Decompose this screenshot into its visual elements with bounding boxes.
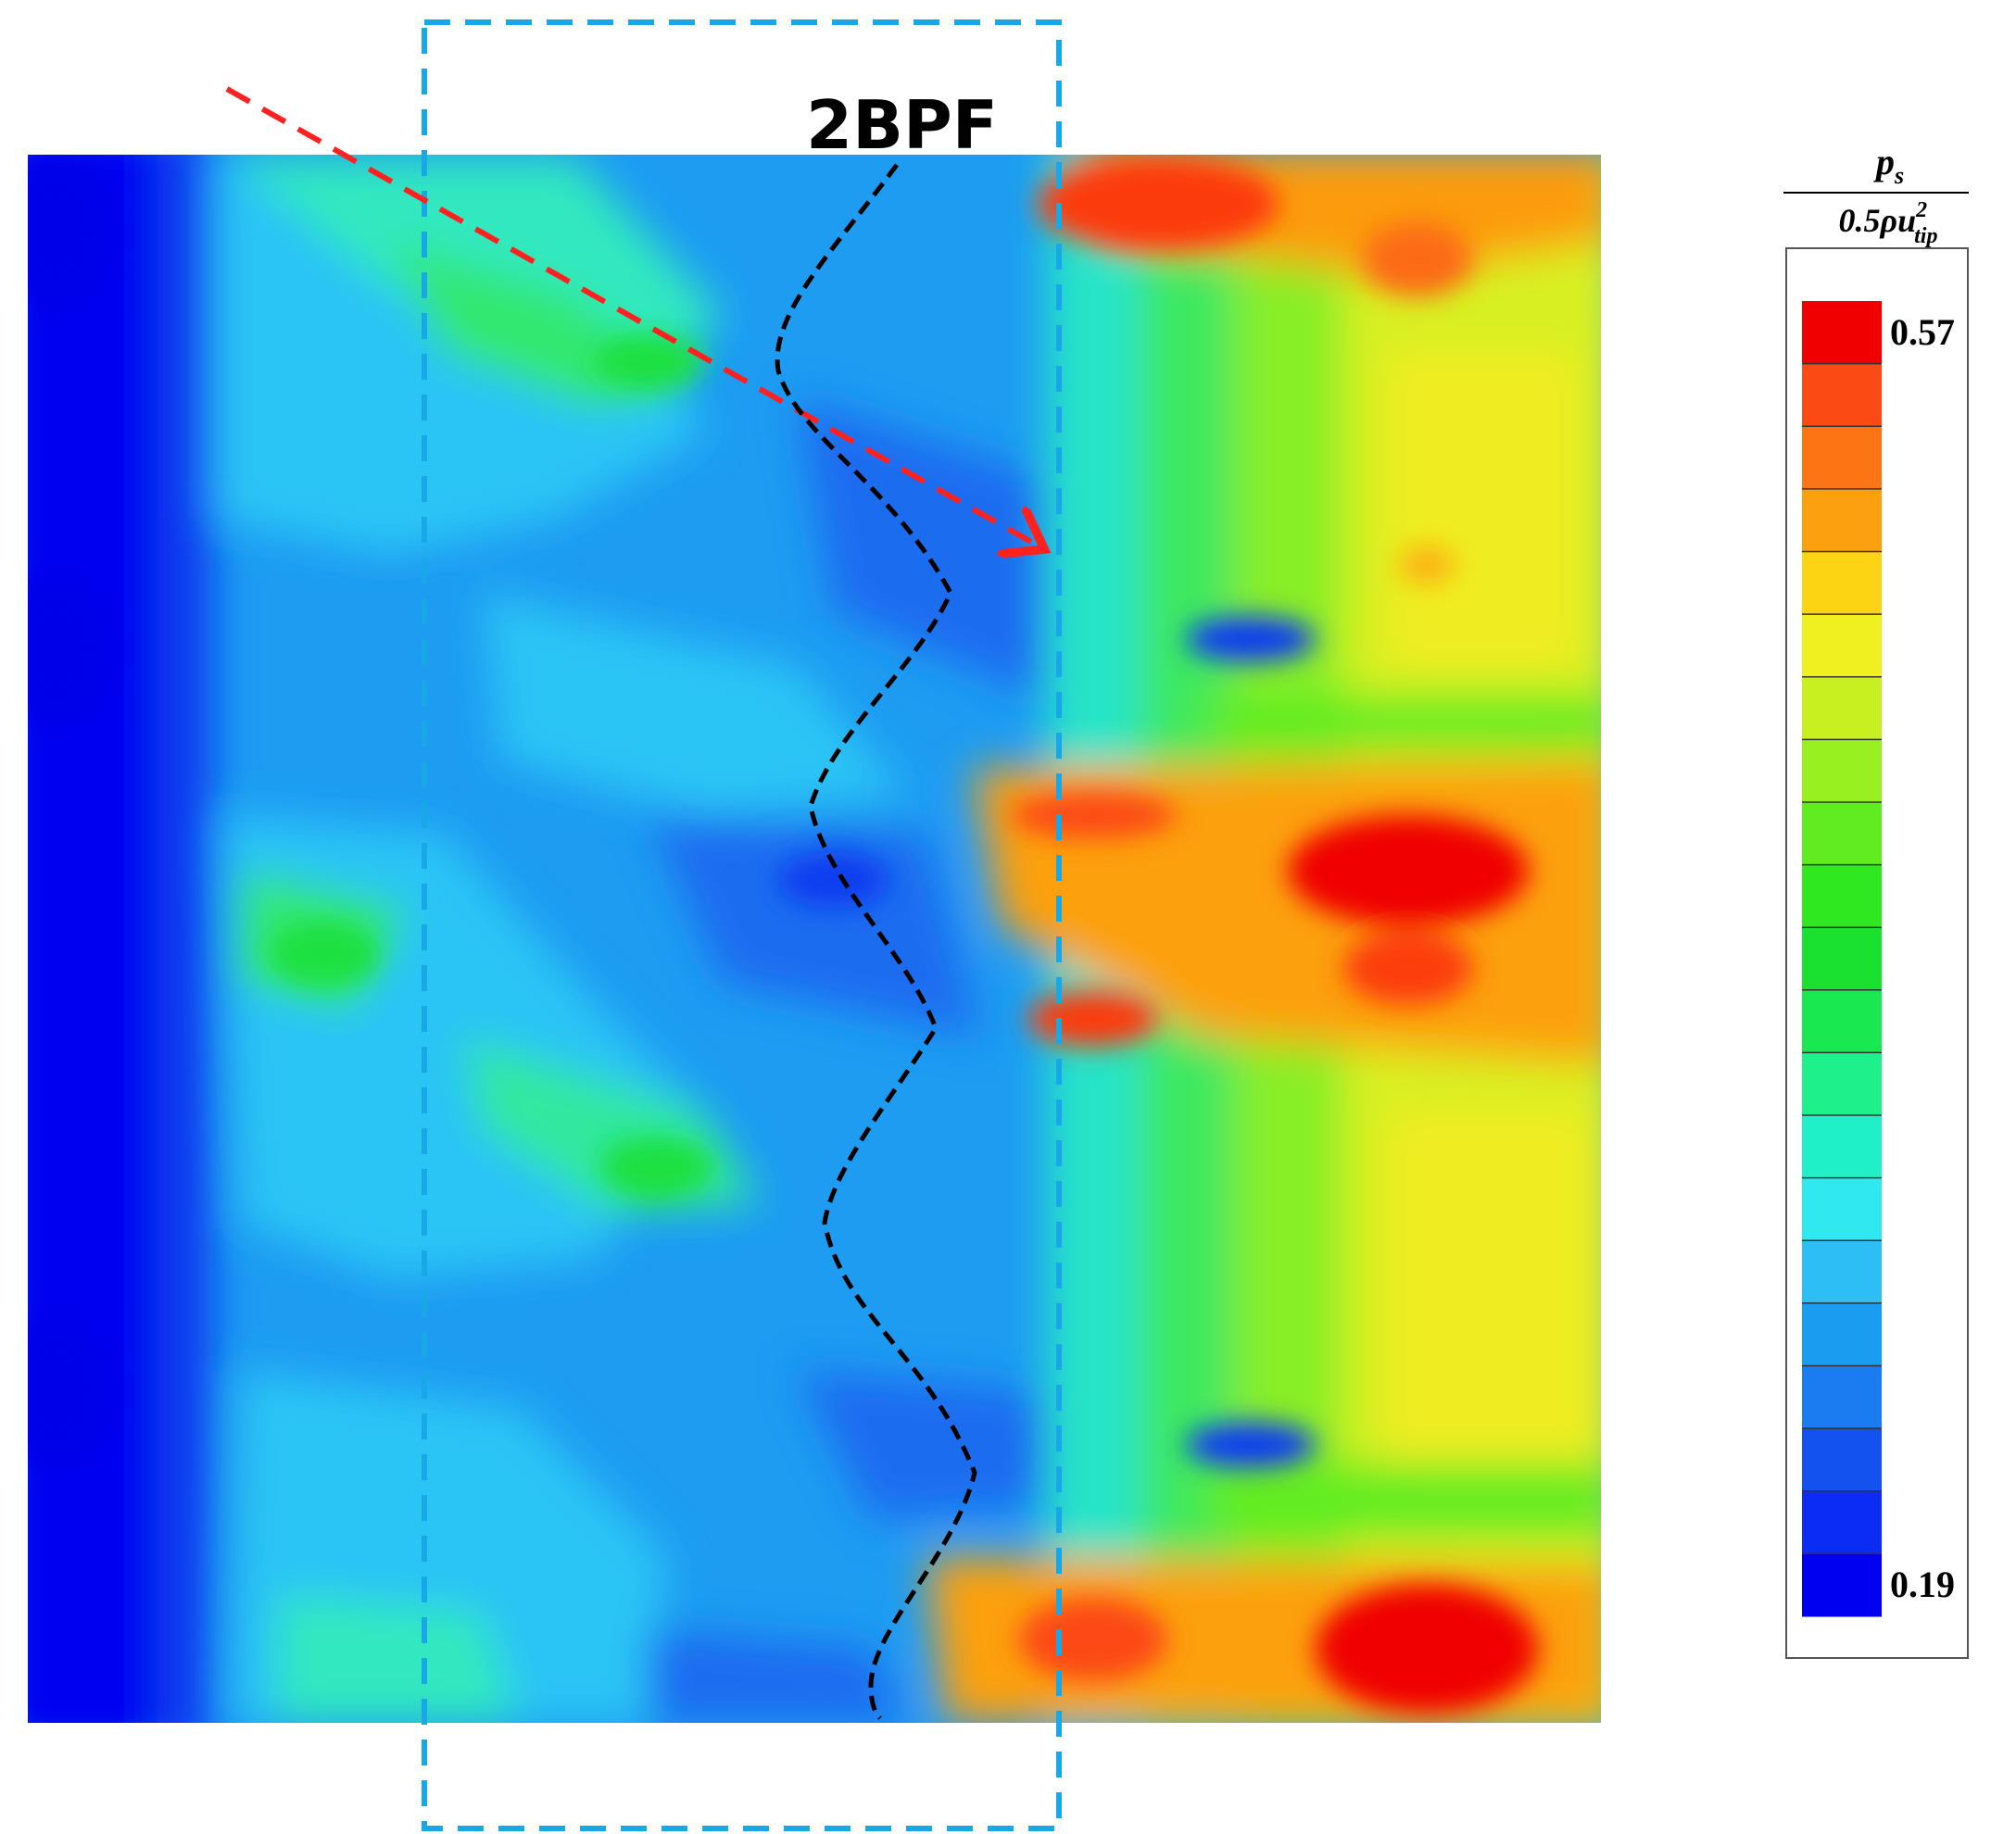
contour-field xyxy=(28,155,1601,1723)
colorbar-swatch xyxy=(1802,551,1882,615)
dashed-region-box xyxy=(422,19,1062,1831)
colorbar-swatch xyxy=(1802,1115,1882,1179)
colorbar-swatch xyxy=(1802,927,1882,991)
colorbar-swatch xyxy=(1802,1052,1882,1116)
colorbar-swatch xyxy=(1802,801,1882,866)
colorbar-swatch xyxy=(1802,1240,1882,1304)
propagation-arrow xyxy=(225,86,1040,546)
colorbar-swatch xyxy=(1802,1302,1882,1367)
colorbar-title-denominator: 0.5ρu2 tip xyxy=(1839,198,1938,248)
colorbar-swatches xyxy=(1802,301,1882,1617)
colorbar-swatch xyxy=(1802,1428,1882,1492)
colorbar-max-label: 0.57 xyxy=(1890,311,1955,353)
colorbar-swatch xyxy=(1802,989,1882,1053)
colorbar-swatch xyxy=(1802,739,1882,803)
colorbar-swatch xyxy=(1802,1365,1882,1429)
colorbar-swatch xyxy=(1802,676,1882,740)
colorbar-swatch xyxy=(1802,426,1882,490)
annotation-2bpf: 2BPF xyxy=(806,86,998,164)
colorbar-swatch xyxy=(1802,488,1882,552)
2bpf-trace xyxy=(775,163,977,1720)
colorbar-swatch xyxy=(1802,363,1882,427)
colorbar-min-label: 0.19 xyxy=(1890,1564,1955,1605)
colorbar-swatch xyxy=(1802,301,1882,365)
colorbar-swatch xyxy=(1802,1553,1882,1617)
colorbar: ps 0.5ρu2 tip 0.57 0.19 xyxy=(1783,141,1969,1659)
colorbar-swatch xyxy=(1802,864,1882,928)
colorbar-swatch xyxy=(1802,614,1882,678)
colorbar-title-numerator: ps xyxy=(1873,141,1904,189)
colorbar-swatch xyxy=(1802,1490,1882,1554)
colorbar-swatch xyxy=(1802,1177,1882,1241)
